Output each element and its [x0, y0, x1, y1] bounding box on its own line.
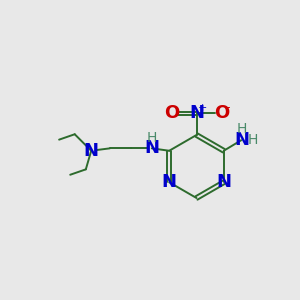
Text: -: - — [226, 101, 230, 115]
Text: N: N — [144, 139, 159, 157]
Text: H: H — [236, 122, 247, 136]
Text: H: H — [248, 133, 258, 147]
Text: +: + — [197, 103, 207, 113]
Text: N: N — [234, 131, 249, 149]
Text: N: N — [162, 173, 177, 191]
Text: H: H — [147, 130, 157, 145]
Text: N: N — [84, 142, 99, 160]
Text: N: N — [189, 104, 204, 122]
Text: N: N — [216, 173, 231, 191]
Text: O: O — [214, 104, 229, 122]
Text: O: O — [164, 104, 179, 122]
